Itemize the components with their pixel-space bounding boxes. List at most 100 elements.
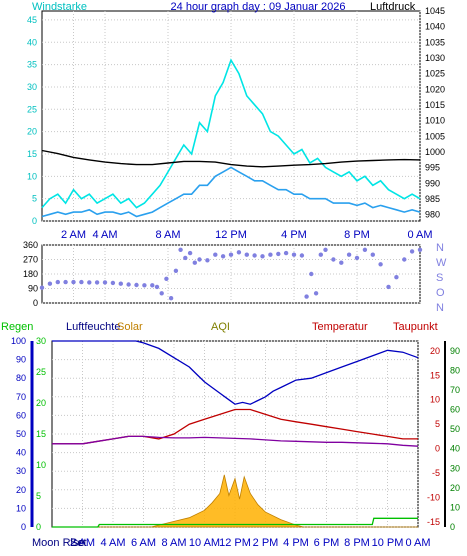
- pressure-y-tick: 1005: [425, 131, 445, 141]
- legend-regen: Regen: [1, 321, 33, 333]
- direction-point: [276, 251, 281, 257]
- solar-area: [52, 474, 418, 528]
- humidity-x-tick: 2 AM: [70, 537, 95, 549]
- wind-y-tick: 20: [27, 127, 37, 137]
- humidity-y-tick: 0: [21, 522, 26, 532]
- wind-y-tick: 45: [27, 15, 37, 25]
- pressure-y-tick: 1000: [425, 147, 445, 157]
- direction-point: [205, 258, 210, 263]
- wind-series-line-0: [41, 58, 421, 209]
- direction-point: [126, 282, 131, 287]
- direction-point: [354, 255, 360, 261]
- direction-point: [370, 252, 375, 257]
- wind-y-tick: 25: [27, 104, 37, 114]
- legend-temperatur: Temperatur: [312, 321, 368, 333]
- direction-point: [87, 280, 92, 285]
- rain-y-tick: 10: [36, 460, 46, 470]
- rain-y-axis-labels: 0 5 10 15 20 25 30: [36, 336, 46, 532]
- wind-y-tick: 0: [32, 216, 37, 226]
- legend-luftfeuchte: Luftfeuchte: [66, 321, 120, 333]
- temperature-y-axis-labels: -15 -10 -5 0 5 10 15 20: [427, 346, 440, 527]
- humidity-x-tick: 8 AM: [161, 537, 186, 549]
- humidity-y-tick: 80: [16, 373, 26, 383]
- direction-point: [409, 249, 415, 254]
- wind-x-tick: 8 PM: [344, 229, 370, 241]
- wind-x-tick: 8 AM: [155, 229, 180, 241]
- humidity-y-tick: 70: [16, 392, 26, 402]
- wind-pressure-panel: Windstarke 24 hour graph day : 09 Januar…: [27, 1, 445, 241]
- humidity-x-tick: 2 PM: [253, 537, 279, 549]
- temperature-y-tick: -10: [427, 493, 440, 503]
- temperature-y-tick: 15: [430, 370, 440, 380]
- direction-y-tick: 90: [28, 284, 38, 294]
- direction-point: [283, 250, 289, 256]
- wind-x-axis-labels: 2 AM 4 AM 8 AM 12 PM 4 PM 8 PM 0 AM: [61, 229, 433, 241]
- direction-y-tick: 270: [23, 255, 38, 265]
- humidity-y-tick: 10: [16, 503, 26, 513]
- direction-point: [187, 250, 193, 256]
- legend-aqi: AQI: [211, 321, 230, 333]
- direction-point: [79, 279, 84, 285]
- rain-y-tick: 20: [36, 398, 46, 408]
- compass-label: S: [436, 272, 443, 284]
- direction-point: [394, 275, 399, 280]
- temperature-y-tick: 10: [430, 395, 440, 405]
- direction-point: [63, 279, 68, 285]
- pressure-y-tick: 1025: [425, 69, 445, 79]
- far-right-y-tick: 20: [450, 483, 460, 493]
- legend-solar: Solar: [117, 321, 143, 333]
- direction-point: [313, 291, 319, 296]
- humidity-y-axis-labels: 0 10 20 30 40 50 60 70 80 90 100: [11, 336, 26, 532]
- rain-y-tick: 5: [36, 491, 41, 501]
- direction-point: [228, 252, 234, 257]
- humidity-series-line-2: [52, 435, 419, 447]
- pressure-y-tick: 1010: [425, 116, 445, 126]
- rain-y-tick: 30: [36, 336, 46, 346]
- wind-y-tick: 5: [32, 194, 37, 204]
- humidity-y-tick: 40: [16, 448, 26, 458]
- direction-point: [102, 280, 108, 285]
- far-right-y-tick: 80: [450, 365, 460, 375]
- wind-y-tick: 10: [27, 171, 37, 181]
- humidity-x-tick: 6 PM: [314, 537, 340, 549]
- direction-point: [323, 247, 328, 252]
- direction-points: [39, 247, 423, 301]
- wind-x-tick: 12 PM: [215, 229, 247, 241]
- direction-y-axis-labels: 360 270 180 90 0: [23, 240, 38, 308]
- humidity-x-tick: 4 AM: [100, 537, 125, 549]
- direction-point: [260, 254, 265, 259]
- direction-y-tick: 180: [23, 269, 38, 279]
- direction-point: [47, 281, 53, 286]
- far-right-y-tick: 50: [450, 424, 460, 434]
- direction-point: [309, 271, 314, 277]
- compass-label: O: [436, 287, 445, 299]
- temperature-y-tick: 0: [435, 444, 440, 454]
- humidity-series: [52, 340, 419, 528]
- rain-y-tick: 0: [36, 522, 41, 532]
- rain-y-tick: 15: [36, 429, 46, 439]
- humidity-x-tick: 0 AM: [405, 537, 430, 549]
- far-right-y-axis-labels: 0 10 20 30 40 50 60 70 80 90: [450, 346, 460, 532]
- humidity-x-tick: 6 AM: [131, 537, 156, 549]
- direction-y-tick: 360: [23, 240, 38, 250]
- far-right-y-tick: 40: [450, 444, 460, 454]
- direction-point: [386, 284, 391, 290]
- humidity-series-line-0: [52, 340, 419, 405]
- pressure-y-tick: 1040: [425, 22, 445, 32]
- direction-point: [173, 268, 179, 273]
- wind-x-tick: 2 AM: [61, 229, 86, 241]
- wind-series: [41, 58, 421, 218]
- wind-series-line-2: [41, 149, 421, 168]
- pressure-label: Luftdruck: [370, 1, 416, 13]
- direction-point: [154, 284, 160, 290]
- direction-point: [339, 260, 344, 265]
- rain-y-tick: 25: [36, 367, 46, 377]
- direction-point: [244, 252, 249, 257]
- temperature-y-tick: -15: [427, 517, 440, 527]
- direction-point: [142, 283, 147, 288]
- direction-point: [417, 247, 423, 252]
- direction-point: [55, 279, 60, 285]
- pressure-y-tick: 1020: [425, 84, 445, 94]
- wind-x-tick: 0 AM: [407, 229, 432, 241]
